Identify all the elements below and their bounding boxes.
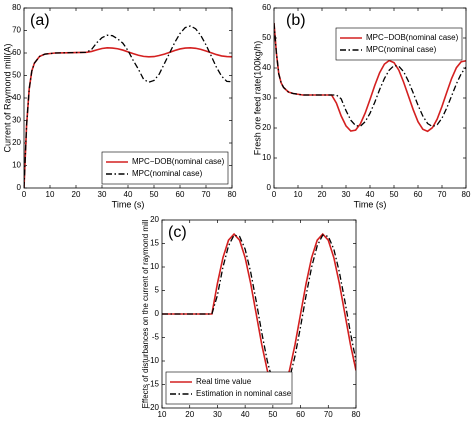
x-tick-label: 10 bbox=[294, 190, 303, 199]
x-tick-label: 20 bbox=[318, 190, 327, 199]
y-tick-label: -20 bbox=[147, 403, 159, 412]
y-tick-label: 15 bbox=[150, 239, 159, 248]
x-tick-label: 60 bbox=[296, 410, 305, 419]
x-axis-label: Time (s) bbox=[243, 419, 276, 421]
x-tick-label: 60 bbox=[414, 190, 423, 199]
y-tick-label: 40 bbox=[12, 93, 21, 102]
legend-box bbox=[335, 27, 463, 61]
series-line bbox=[162, 234, 356, 394]
x-tick-label: 80 bbox=[228, 190, 237, 199]
y-tick-label: 50 bbox=[262, 33, 271, 42]
x-tick-label: 40 bbox=[241, 410, 250, 419]
y-tick-label: 40 bbox=[262, 63, 271, 72]
panel-label: (c) bbox=[168, 224, 187, 241]
y-tick-label: -5 bbox=[152, 333, 160, 342]
series-line bbox=[274, 22, 466, 128]
x-tick-label: 10 bbox=[46, 190, 55, 199]
x-tick-label: 50 bbox=[390, 190, 399, 199]
x-tick-label: 30 bbox=[342, 190, 351, 199]
y-tick-label: 60 bbox=[262, 3, 271, 12]
y-tick-label: 20 bbox=[12, 138, 21, 147]
y-tick-label: 80 bbox=[12, 3, 21, 12]
legend-label: Estimation in nominal case bbox=[196, 389, 292, 398]
legend-label: MPC−DOB(nominal case) bbox=[366, 33, 459, 42]
legend-label: MPC−DOB(nominal case) bbox=[132, 157, 225, 166]
y-tick-label: -15 bbox=[147, 380, 159, 389]
panel-label: (a) bbox=[30, 12, 50, 29]
x-tick-label: 30 bbox=[98, 190, 107, 199]
x-tick-label: 60 bbox=[176, 190, 185, 199]
x-tick-label: 10 bbox=[158, 410, 167, 419]
x-tick-label: 40 bbox=[366, 190, 375, 199]
legend-label: MPC(nominal case) bbox=[366, 45, 437, 54]
panel-label: (b) bbox=[286, 12, 306, 29]
legend-box bbox=[101, 151, 229, 185]
y-tick-label: 5 bbox=[155, 286, 160, 295]
x-tick-label: 70 bbox=[324, 410, 333, 419]
y-tick-label: 0 bbox=[267, 183, 272, 192]
x-tick-label: 50 bbox=[150, 190, 159, 199]
x-tick-label: 0 bbox=[22, 190, 27, 199]
y-tick-label: 50 bbox=[12, 71, 21, 80]
y-tick-label: 30 bbox=[262, 93, 271, 102]
y-tick-label: 10 bbox=[12, 161, 21, 170]
plot-frame bbox=[161, 219, 357, 409]
x-tick-label: 70 bbox=[438, 190, 447, 199]
y-axis-label: Current of Raymond mill(A) bbox=[2, 43, 12, 152]
x-tick-label: 80 bbox=[352, 410, 361, 419]
legend-box bbox=[165, 371, 293, 405]
x-tick-label: 50 bbox=[268, 410, 277, 419]
y-tick-label: 10 bbox=[262, 153, 271, 162]
y-tick-label: 60 bbox=[12, 48, 21, 57]
y-axis-label: Effects of disturbances on the current o… bbox=[141, 219, 150, 408]
legend-label: MPC(nominal case) bbox=[132, 169, 203, 178]
plot-frame bbox=[273, 7, 467, 189]
x-tick-label: 20 bbox=[185, 410, 194, 419]
x-tick-label: 20 bbox=[72, 190, 81, 199]
x-axis-label: Time (s) bbox=[354, 199, 387, 209]
y-tick-label: 30 bbox=[12, 116, 21, 125]
y-tick-label: -10 bbox=[147, 356, 159, 365]
y-tick-label: 0 bbox=[17, 183, 22, 192]
y-tick-label: 20 bbox=[150, 215, 159, 224]
x-tick-label: 80 bbox=[462, 190, 471, 199]
y-axis-label: Fresh ore feed rate(100kg/h) bbox=[252, 41, 262, 156]
x-tick-label: 40 bbox=[124, 190, 133, 199]
y-tick-label: 70 bbox=[12, 26, 21, 35]
y-tick-label: 20 bbox=[262, 123, 271, 132]
y-tick-label: 10 bbox=[150, 262, 159, 271]
x-tick-label: 70 bbox=[202, 190, 211, 199]
x-tick-label: 0 bbox=[272, 190, 277, 199]
y-tick-label: 0 bbox=[155, 309, 160, 318]
x-axis-label: Time (s) bbox=[112, 199, 145, 209]
plot-frame bbox=[23, 7, 233, 189]
legend-label: Real time value bbox=[196, 377, 252, 386]
series-line bbox=[24, 25, 232, 188]
x-tick-label: 30 bbox=[213, 410, 222, 419]
